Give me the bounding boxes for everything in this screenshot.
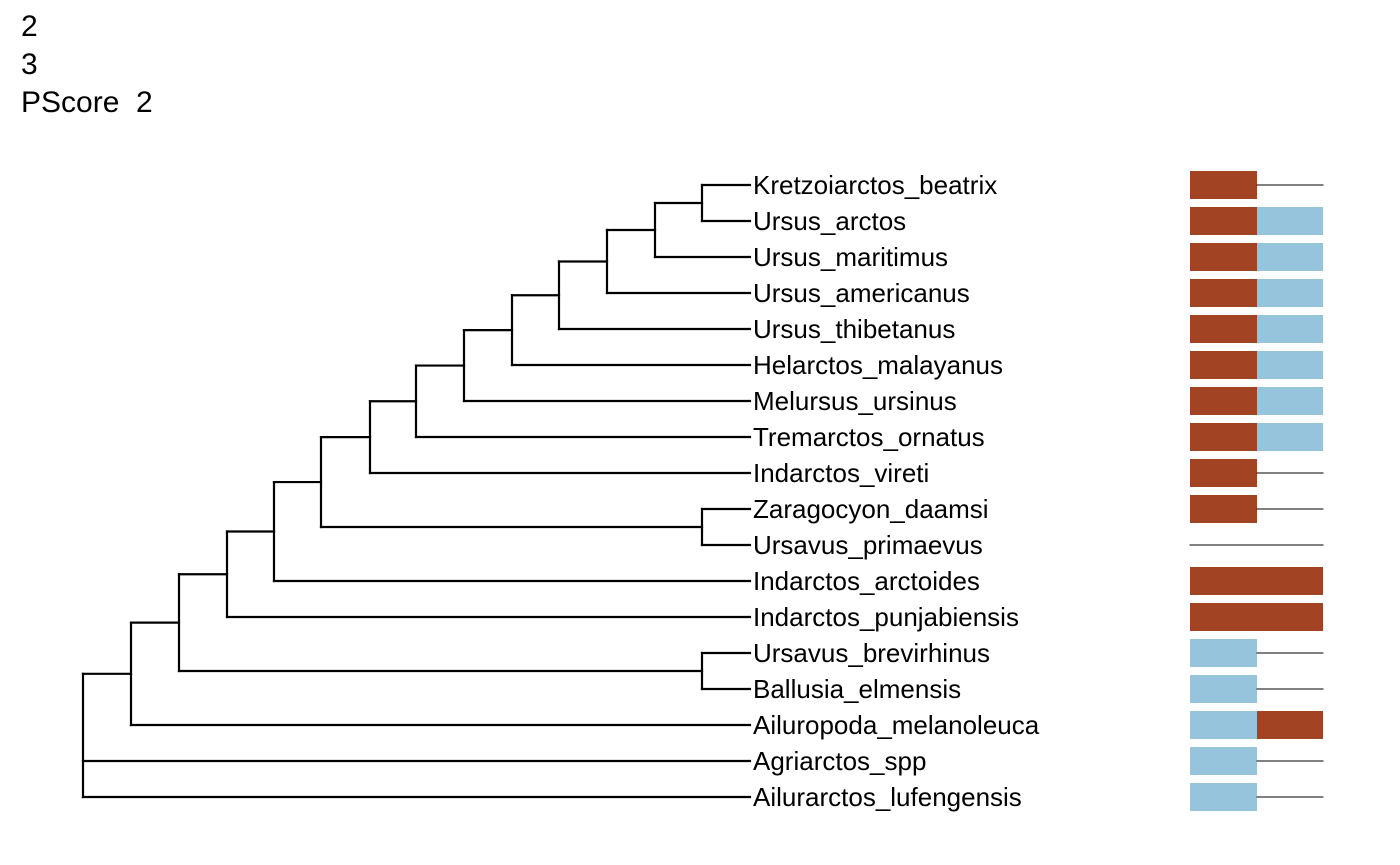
tip-label: Agriarctos_spp: [753, 746, 926, 776]
tree-branches: [81, 183, 752, 799]
tip-label: Ursavus_brevirhinus: [753, 638, 990, 668]
matrix-cell: [1257, 315, 1323, 343]
matrix-cell: [1190, 747, 1257, 775]
tip-label: Indarctos_arctoides: [753, 566, 980, 596]
score-header: 2 3 PScore 2: [21, 8, 153, 122]
matrix-cell: [1257, 207, 1323, 235]
matrix-cell: [1190, 207, 1257, 235]
matrix-cell: [1257, 387, 1323, 415]
tip-label: Helarctos_malayanus: [753, 350, 1003, 380]
tip-labels: Kretzoiarctos_beatrix Ursus_arctos Ursus_m…: [753, 170, 1040, 812]
matrix-cell: [1257, 711, 1323, 739]
tip-label: Indarctos_punjabiensis: [753, 602, 1019, 632]
matrix-cell: [1190, 603, 1257, 631]
matrix-cell: [1190, 279, 1257, 307]
matrix-cell: [1190, 711, 1257, 739]
tip-label: Tremarctos_ornatus: [753, 422, 985, 452]
matrix-cell: [1257, 423, 1323, 451]
matrix-cell: [1257, 243, 1323, 271]
matrix-cell: [1257, 603, 1323, 631]
matrix-cell: [1190, 423, 1257, 451]
tip-label: Melursus_ursinus: [753, 386, 957, 416]
matrix-cell: [1190, 459, 1257, 487]
matrix-cell: [1190, 783, 1257, 811]
tip-label: Kretzoiarctos_beatrix: [753, 170, 997, 200]
matrix-cell: [1190, 639, 1257, 667]
tip-label: Ursus_americanus: [753, 278, 970, 308]
tip-label: Ursus_arctos: [753, 206, 906, 236]
matrix-cell: [1190, 495, 1257, 523]
tip-label: Zaragocyon_daamsi: [753, 494, 989, 524]
tip-label: Ballusia_elmensis: [753, 674, 961, 704]
tip-label: Ursus_thibetanus: [753, 314, 955, 344]
matrix-cell: [1257, 567, 1323, 595]
header-line-3: PScore 2: [21, 86, 153, 119]
matrix-cell: [1257, 351, 1323, 379]
matrix-cell: [1190, 243, 1257, 271]
header-line-2: 3: [21, 48, 38, 81]
matrix-cell: [1190, 171, 1257, 199]
tip-label: Ailurarctos_lufengensis: [753, 782, 1022, 812]
matrix-cell: [1190, 675, 1257, 703]
matrix-cell: [1190, 315, 1257, 343]
tip-label: Ailuropoda_melanoleuca: [753, 710, 1040, 740]
matrix-cell: [1190, 567, 1257, 595]
tip-label: Ursavus_primaevus: [753, 530, 983, 560]
tip-label: Indarctos_vireti: [753, 458, 929, 488]
header-line-1: 2: [21, 10, 38, 43]
matrix-cell: [1190, 351, 1257, 379]
matrix-cell: [1257, 279, 1323, 307]
character-matrix: [1189, 171, 1324, 811]
tip-label: Ursus_maritimus: [753, 242, 948, 272]
matrix-cell: [1190, 387, 1257, 415]
